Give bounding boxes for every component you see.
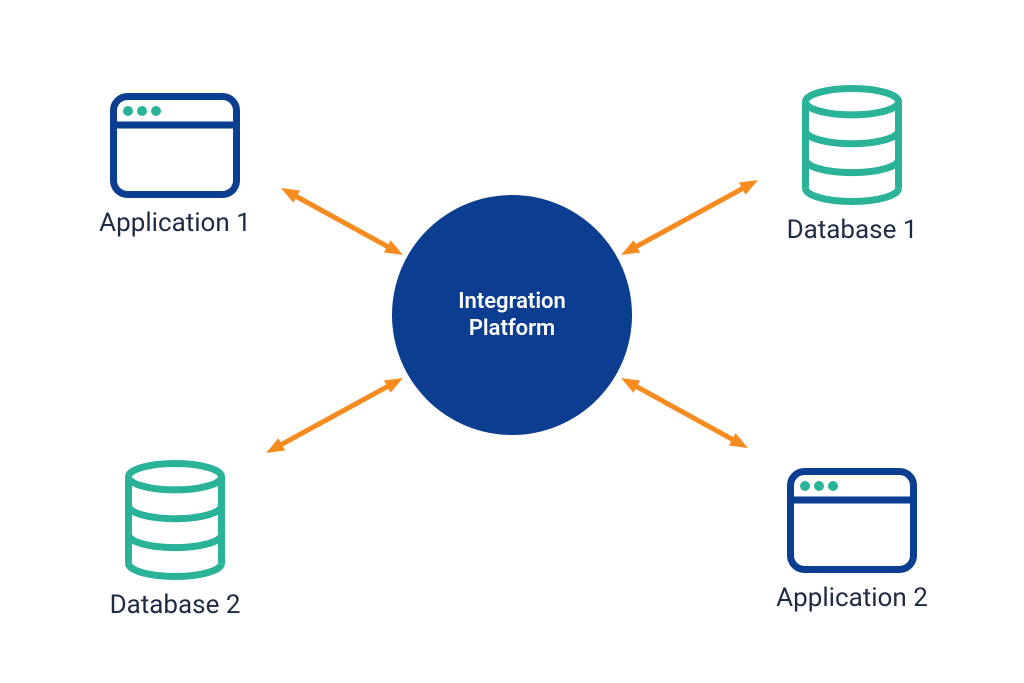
node-label: Application 1 xyxy=(75,208,275,239)
hub-label-line1: Integration xyxy=(458,289,566,314)
database-icon xyxy=(75,460,275,580)
application-icon xyxy=(752,468,952,573)
node-db1: Database 1 xyxy=(752,85,952,246)
node-label: Application 2 xyxy=(752,583,952,614)
node-label: Database 1 xyxy=(752,215,952,246)
node-db2: Database 2 xyxy=(75,460,275,621)
integration-hub: Integration Platform xyxy=(392,195,632,435)
database-icon xyxy=(752,85,952,205)
node-label: Database 2 xyxy=(75,590,275,621)
diagram-canvas: Integration Platform Application 1 Datab… xyxy=(0,0,1024,683)
hub-label: Integration Platform xyxy=(458,288,566,343)
node-app1: Application 1 xyxy=(75,93,275,239)
node-app2: Application 2 xyxy=(752,468,952,614)
application-icon xyxy=(75,93,275,198)
hub-label-line2: Platform xyxy=(469,316,555,341)
